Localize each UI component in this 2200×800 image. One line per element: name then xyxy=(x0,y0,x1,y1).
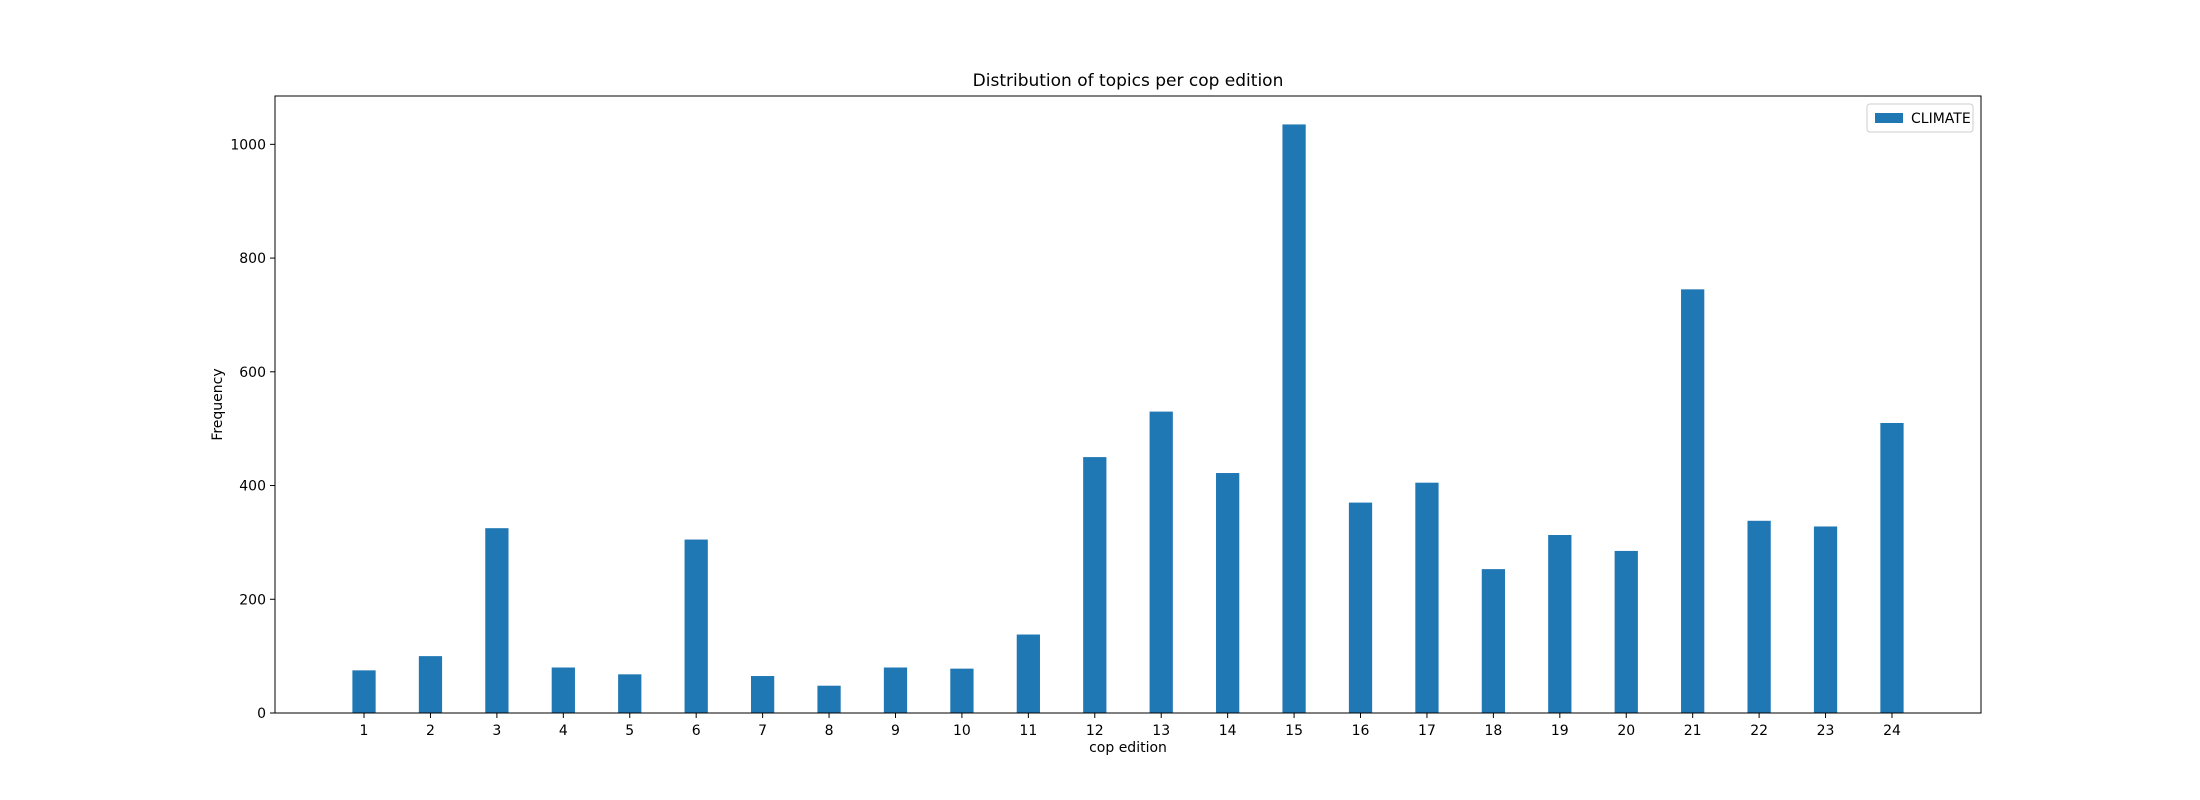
x-tick-label: 4 xyxy=(559,723,568,739)
x-tick-label: 11 xyxy=(1019,723,1037,739)
x-tick-label: 23 xyxy=(1817,723,1835,739)
bar-18 xyxy=(1481,569,1506,713)
bar-13 xyxy=(1149,411,1173,713)
y-tick-label: 200 xyxy=(239,592,266,608)
x-tick-label: 17 xyxy=(1418,723,1436,739)
bar-1 xyxy=(352,670,376,713)
y-tick-label: 0 xyxy=(257,706,266,722)
y-tick-label: 600 xyxy=(239,365,266,381)
bar-16 xyxy=(1348,502,1373,713)
bar-2 xyxy=(418,656,443,713)
x-tick-label: 10 xyxy=(953,723,971,739)
x-tick-label: 16 xyxy=(1352,723,1370,739)
bar-11 xyxy=(1016,634,1040,713)
x-tick-label: 3 xyxy=(492,723,501,739)
x-tick-label: 1 xyxy=(360,723,369,739)
x-tick-label: 20 xyxy=(1617,723,1635,739)
legend-swatch xyxy=(1875,113,1903,123)
y-tick-label: 800 xyxy=(239,251,266,267)
legend-box xyxy=(1866,103,1974,133)
bar-19 xyxy=(1548,535,1572,713)
x-tick-label: 18 xyxy=(1484,723,1502,739)
x-tick-label: 13 xyxy=(1152,723,1170,739)
x-tick-label: 5 xyxy=(625,723,634,739)
bar-12 xyxy=(1083,457,1107,713)
chart-title: Distribution of topics per cop edition xyxy=(973,71,1284,91)
y-tick-label: 1000 xyxy=(230,137,266,153)
bar-4 xyxy=(551,667,575,713)
x-tick-label: 21 xyxy=(1684,723,1702,739)
bar-7 xyxy=(750,676,775,713)
bar-21 xyxy=(1681,289,1705,713)
x-axis-label: cop edition xyxy=(1089,740,1167,756)
x-tick-label: 6 xyxy=(692,723,701,739)
bar-5 xyxy=(618,674,642,713)
bar-23 xyxy=(1813,526,1838,713)
bar-3 xyxy=(485,528,509,713)
bar-8 xyxy=(817,685,841,713)
bar-14 xyxy=(1216,473,1240,713)
bars-group xyxy=(352,124,1904,714)
bar-15 xyxy=(1282,124,1306,714)
x-ticks: 1 2 3 4 5 6 7 8 9 10 11 12 13 14 15 16 17 18 19 20 21 22 23 24 xyxy=(360,713,1901,739)
x-tick-label: 15 xyxy=(1285,723,1303,739)
bar-20 xyxy=(1614,550,1638,713)
bar-6 xyxy=(684,539,708,713)
x-tick-label: 14 xyxy=(1219,723,1237,739)
bar-10 xyxy=(950,668,974,713)
bar-9 xyxy=(883,667,908,713)
x-tick-label: 22 xyxy=(1750,723,1768,739)
y-ticks: 0 200 400 600 800 1000 xyxy=(230,137,275,722)
x-tick-label: 2 xyxy=(426,723,435,739)
bar-17 xyxy=(1415,482,1439,713)
x-tick-label: 8 xyxy=(825,723,834,739)
legend-label: CLIMATE xyxy=(1911,111,1971,127)
bar-22 xyxy=(1747,520,1771,713)
x-tick-label: 7 xyxy=(758,723,767,739)
y-tick-label: 400 xyxy=(239,479,266,495)
bar-24 xyxy=(1880,422,1904,713)
legend: CLIMATE xyxy=(1866,103,1974,133)
x-tick-label: 9 xyxy=(891,723,900,739)
y-axis-label: Frequency xyxy=(210,368,226,440)
x-tick-label: 24 xyxy=(1883,723,1901,739)
plot-frame xyxy=(274,95,1982,714)
x-tick-label: 19 xyxy=(1551,723,1569,739)
x-tick-label: 12 xyxy=(1086,723,1104,739)
